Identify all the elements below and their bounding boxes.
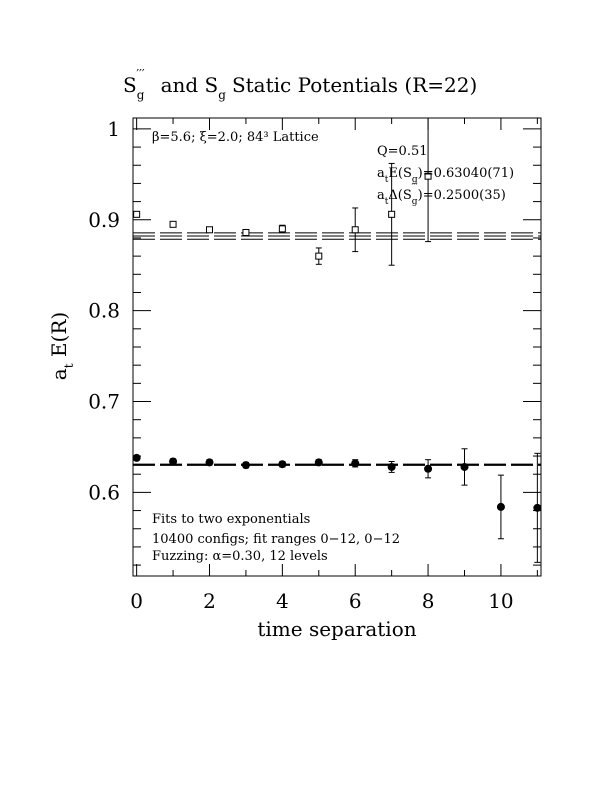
data-point-square [351, 226, 359, 234]
data-point-circle [496, 502, 505, 511]
delta-annotation: atΔ(Sg′′′)=0.2500(35) [377, 183, 506, 207]
fit-lines [133, 232, 541, 466]
data-point-square [242, 229, 250, 236]
x-tick-label: 0 [130, 589, 143, 613]
axis-ticks [133, 118, 541, 576]
data-point-circle [424, 464, 433, 473]
x-tick-label: 10 [488, 589, 513, 613]
y-tick-label: 1 [107, 117, 120, 141]
chart-title: Sg′′′ and Sg Static Potentials (R=22) [123, 67, 477, 102]
data-point-square [424, 172, 432, 180]
data-point-square [315, 252, 323, 260]
data-points [132, 117, 542, 563]
energy-annotation: atE(Sg)=0.63040(71) [377, 166, 514, 185]
data-point-square [169, 220, 177, 228]
data-point-circle [533, 503, 542, 512]
y-tick-label: 0.7 [88, 390, 120, 414]
q-annotation: Q=0.51 [377, 144, 428, 159]
data-point-circle [241, 461, 250, 470]
y-axis-label: at E(R) [47, 312, 76, 380]
data-point-circle [387, 462, 396, 471]
data-point-square [206, 226, 213, 234]
data-point-circle [351, 459, 360, 468]
y-tick-label: 0.8 [88, 299, 120, 323]
fit-info-line-3: Fuzzing: α=0.30, 12 levels [152, 549, 328, 564]
x-tick-label: 8 [422, 589, 435, 613]
data-point-circle [132, 453, 141, 462]
data-point-circle [314, 458, 323, 467]
data-point-square [278, 225, 286, 233]
x-tick-label: 6 [349, 589, 362, 613]
data-point-circle [460, 462, 469, 471]
tick-labels: 0 2 4 6 8 10 0.6 0.7 0.8 0.9 1 [88, 117, 513, 613]
y-tick-label: 0.6 [88, 480, 120, 504]
plot-frame [132, 117, 542, 577]
fit-info-line-1: Fits to two exponentials [152, 512, 310, 527]
data-point-square [133, 210, 141, 218]
lattice-annotation: β=5.6; ξ=2.0; 84³ Lattice [152, 130, 319, 145]
fit-info-line-2: 10400 configs; fit ranges 0−12, 0−12 [152, 532, 400, 547]
x-tick-label: 2 [203, 589, 216, 613]
data-point-circle [205, 458, 214, 467]
x-axis-label: time separation [257, 617, 416, 641]
data-point-circle [278, 460, 287, 469]
data-point-circle [169, 457, 178, 466]
x-tick-label: 4 [276, 589, 289, 613]
data-point-square [388, 210, 396, 218]
y-tick-label: 0.9 [88, 208, 120, 232]
